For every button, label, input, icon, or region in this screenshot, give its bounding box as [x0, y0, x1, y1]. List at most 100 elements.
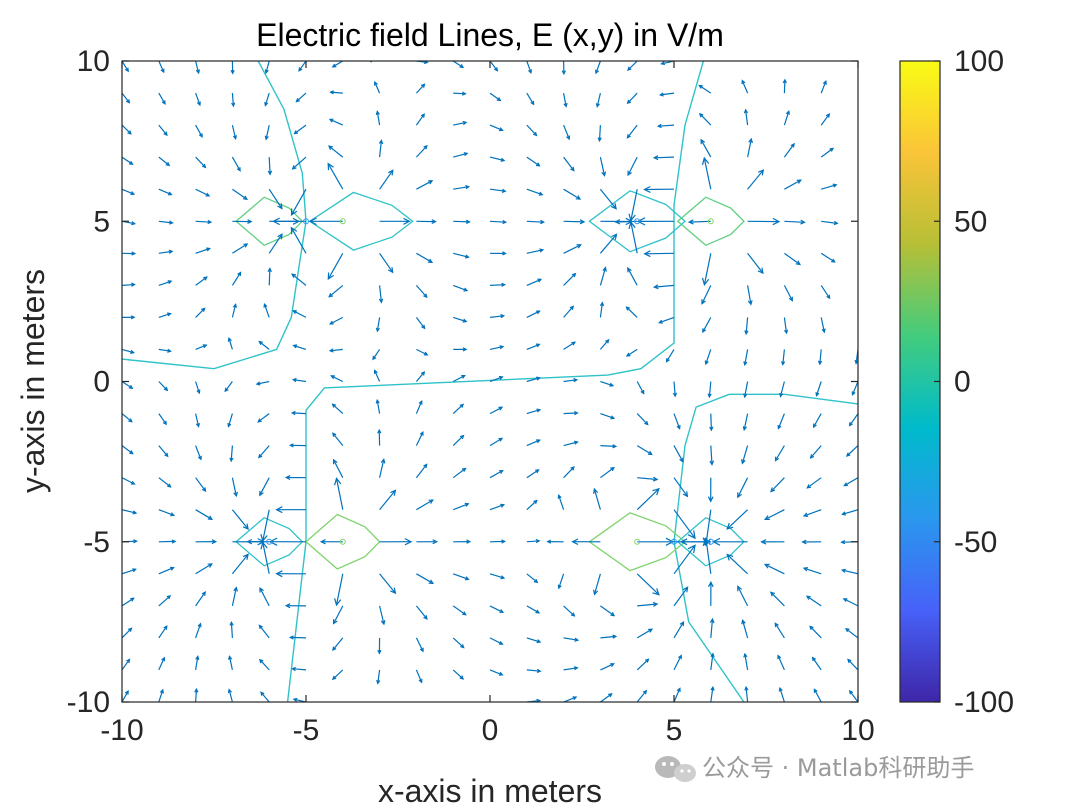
field-arrow: [673, 509, 696, 540]
field-arrow: [453, 185, 470, 190]
field-arrow: [452, 284, 469, 292]
field-arrow: [857, 188, 858, 190]
field-arrow: [840, 568, 858, 575]
field-arrow: [122, 658, 131, 671]
field-arrow: [415, 83, 426, 94]
field-arrow: [563, 244, 582, 254]
field-arrow: [293, 124, 307, 135]
field-arrow: [821, 183, 838, 190]
field-arrow: [453, 152, 469, 158]
colorbar-tick-label: -100: [954, 686, 1014, 719]
field-arrow: [700, 138, 712, 158]
field-arrow: [489, 251, 507, 256]
field-arrow: [821, 220, 839, 226]
field-arrow: [291, 666, 307, 672]
field-arrow: [489, 503, 506, 511]
field-arrow: [378, 139, 384, 158]
field-arrow: [489, 188, 507, 193]
field-arrow: [260, 691, 270, 702]
field-arrow: [563, 666, 579, 671]
field-arrow: [372, 349, 381, 361]
field-arrow: [857, 124, 858, 126]
field-arrow: [291, 156, 307, 170]
field-arrow: [122, 380, 134, 390]
field-arrow: [526, 439, 541, 447]
field-arrow: [811, 656, 822, 671]
field-arrow: [783, 317, 789, 335]
field-arrow: [526, 124, 538, 137]
field-arrow: [158, 477, 172, 488]
field-arrow: [774, 445, 785, 462]
field-arrow: [820, 113, 831, 126]
field-arrow: [334, 477, 344, 510]
field-arrow: [122, 477, 136, 485]
field-arrow: [122, 282, 136, 287]
equipotential-loop: [588, 190, 686, 253]
field-arrow: [842, 598, 858, 607]
axis-ticks: -10 -5 0 5 10 -10 -5 0 5 10: [67, 45, 875, 747]
field-arrow: [158, 61, 165, 74]
field-arrow: [415, 430, 424, 446]
field-arrow: [673, 477, 689, 498]
field-arrow: [636, 689, 648, 702]
field-arrow: [770, 477, 785, 493]
field-arrow: [415, 463, 428, 479]
field-arrow: [379, 489, 397, 511]
field-arrow: [784, 179, 802, 190]
field-arrow: [231, 553, 249, 575]
field-arrow: [812, 413, 822, 429]
field-arrow: [158, 445, 169, 458]
field-arrow: [375, 317, 381, 333]
field-arrow: [600, 444, 618, 449]
field-arrow: [416, 219, 437, 224]
field-arrow: [224, 381, 233, 393]
field-arrow: [563, 637, 580, 642]
field-arrow: [599, 301, 605, 318]
field-arrow: [195, 509, 214, 520]
field-arrow: [857, 92, 858, 94]
chart-title: Electric field Lines, E (x,y) in V/m: [256, 17, 724, 53]
field-arrow: [489, 345, 505, 350]
charge-marker: [266, 538, 273, 545]
field-arrow: [331, 669, 344, 681]
charge-marker: [303, 218, 309, 225]
field-arrow: [783, 110, 790, 126]
field-arrow: [561, 61, 566, 76]
field-arrow: [489, 282, 507, 287]
charge-marker: [634, 538, 641, 545]
field-arrow: [122, 348, 135, 354]
field-arrow: [328, 316, 344, 325]
field-arrow: [158, 625, 168, 639]
y-tick-label: 5: [93, 205, 110, 238]
field-arrow: [452, 61, 465, 69]
field-arrow: [636, 573, 660, 596]
field-arrow: [557, 573, 565, 590]
field-arrow: [726, 553, 749, 575]
field-arrow: [858, 50, 863, 61]
field-arrow: [563, 605, 576, 617]
field-arrow: [704, 349, 712, 366]
field-arrow: [416, 348, 429, 356]
field-arrow: [557, 494, 565, 510]
field-arrow: [319, 538, 343, 545]
field-arrow: [778, 686, 785, 702]
field-arrow: [636, 487, 660, 511]
field-arrow: [595, 61, 601, 75]
field-arrow: [743, 381, 749, 399]
x-tick-label: -5: [293, 714, 320, 747]
field-arrow: [489, 219, 508, 225]
field-arrow: [195, 590, 206, 607]
field-arrow: [783, 285, 793, 302]
field-arrow: [747, 217, 781, 226]
colorbar: [899, 60, 941, 703]
field-arrow: [122, 315, 136, 320]
field-arrow: [593, 487, 601, 510]
field-arrow: [599, 156, 607, 177]
field-arrow: [599, 188, 617, 210]
field-arrow: [844, 628, 858, 639]
field-arrow: [195, 344, 208, 350]
field-arrow: [820, 285, 831, 300]
field-arrow: [275, 506, 306, 514]
field-arrow: [737, 585, 749, 607]
field-arrow: [327, 162, 344, 190]
